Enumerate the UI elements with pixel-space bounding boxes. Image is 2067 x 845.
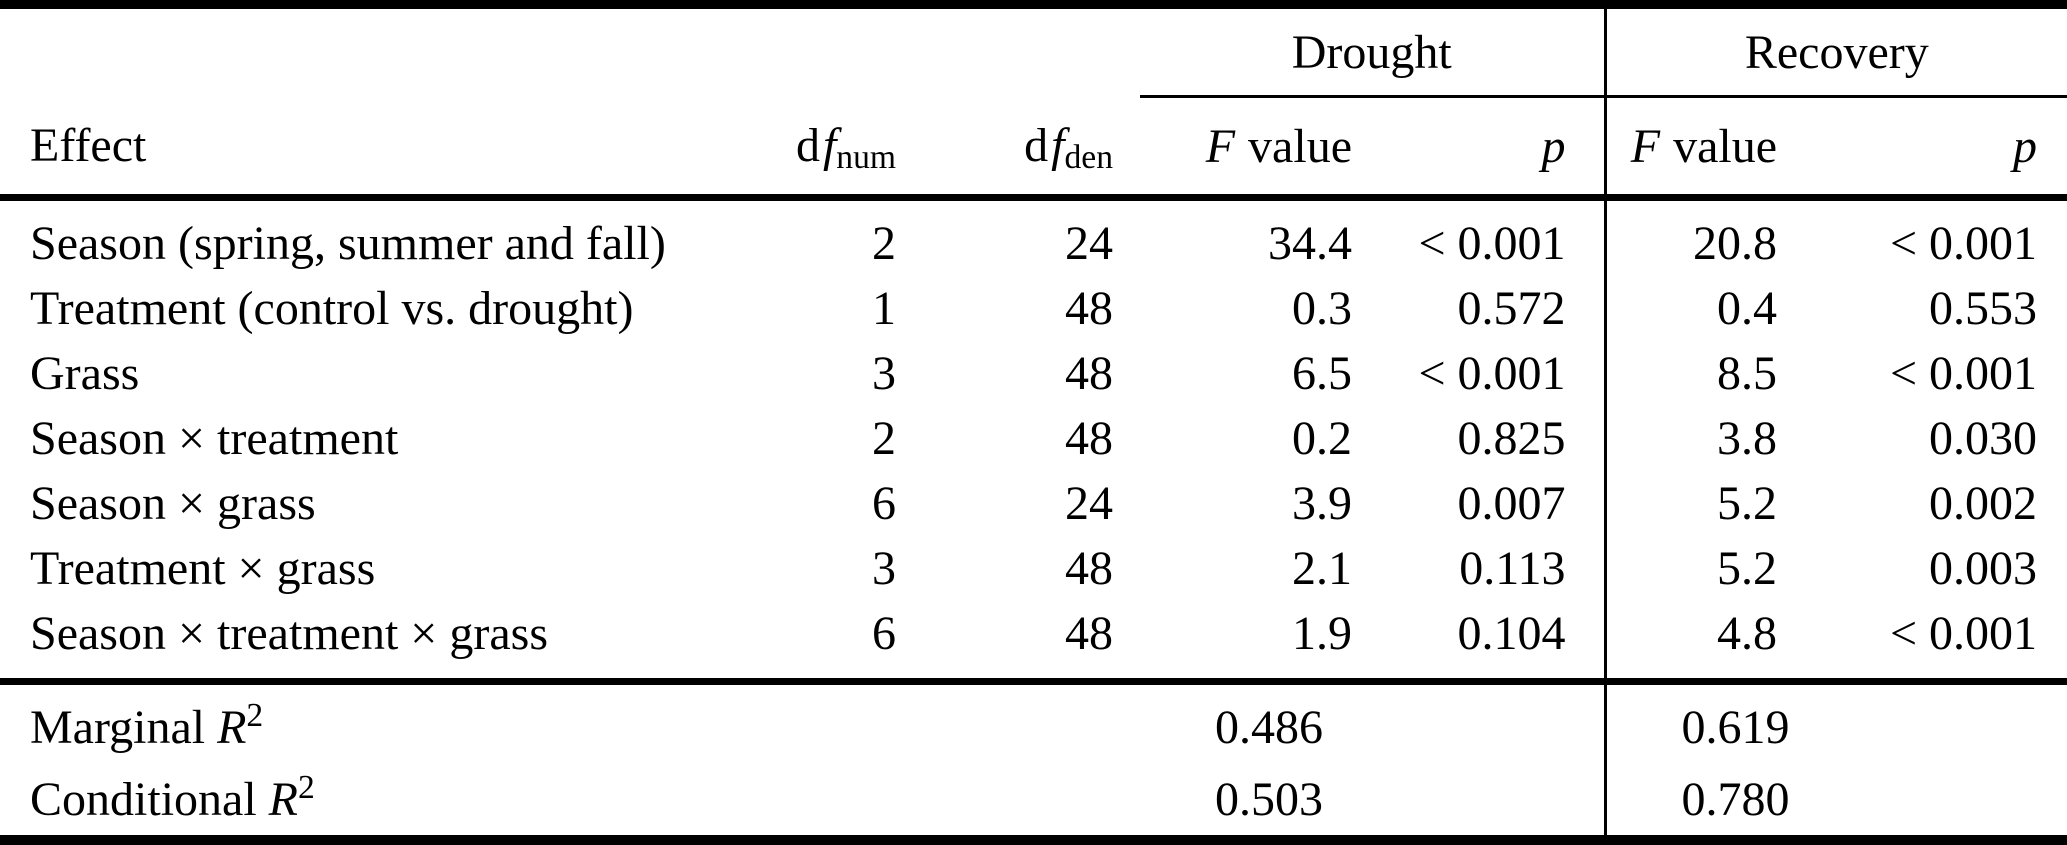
col-header-drought-p: p — [1360, 96, 1607, 201]
recovery-f-cell: 20.8 — [1693, 217, 1778, 270]
recovery-f-cell: 8.5 — [1717, 347, 1778, 400]
recovery-r2-value: 0.619 — [1605, 678, 2067, 763]
summary-label-text: Conditional — [30, 772, 269, 826]
recovery-f-cell: 5.2 — [1717, 542, 1778, 595]
effect-cell: Season × treatment — [30, 412, 399, 465]
f-symbol: F — [1205, 119, 1236, 173]
table-row: Season × treatment 2 48 0.2 0.825 3.8 0.… — [0, 406, 2067, 471]
df-den-cell: 48 — [1065, 542, 1113, 595]
df-den-subscript: den — [1064, 139, 1113, 177]
drought-r2-value: 0.486 — [1140, 678, 1607, 763]
summary-label: Marginal R2 — [0, 678, 1140, 763]
df-num-cell: 1 — [872, 282, 896, 335]
recovery-f-cell: 4.8 — [1717, 607, 1778, 660]
recovery-f-cell: 3.8 — [1717, 412, 1778, 465]
drought-p-cell: < 0.001 — [1360, 341, 1607, 406]
summary-row-marginal-r2: Marginal R2 0.486 0.619 — [0, 678, 2067, 763]
summary-label: Conditional R2 — [0, 763, 1140, 845]
drought-p-cell: 0.572 — [1360, 276, 1607, 341]
r2-superscript: 2 — [298, 768, 315, 806]
drought-f-cell: 34.4 — [1268, 217, 1352, 270]
group-header-recovery-label: Recovery — [1744, 25, 1929, 79]
df-num-cell: 3 — [872, 542, 896, 595]
recovery-r2-value: 0.780 — [1605, 763, 2067, 845]
group-header-recovery: Recovery — [1605, 0, 2067, 98]
df-num-cell: 2 — [872, 412, 896, 465]
df-num-cell: 6 — [872, 607, 896, 660]
r2-superscript: 2 — [246, 696, 264, 734]
df-den-cell: 24 — [1065, 217, 1113, 270]
effect-cell: Treatment × grass — [30, 542, 376, 595]
df-den-cell: 48 — [1065, 607, 1113, 660]
col-header-df-den: dfden — [956, 96, 1140, 201]
recovery-p-cell: 0.553 — [1929, 282, 2038, 335]
df-prefix: d — [795, 118, 820, 172]
drought-f-cell: 1.9 — [1292, 607, 1352, 660]
df-den-cell: 24 — [1065, 477, 1113, 530]
summary-label-text: Marginal — [30, 700, 218, 754]
summary-row-conditional-r2: Conditional R2 0.503 0.780 — [0, 763, 2067, 845]
drought-f-cell: 6.5 — [1292, 347, 1352, 400]
recovery-p-cell: < 0.001 — [1889, 347, 2038, 400]
df-den-cell: 48 — [1065, 412, 1113, 465]
recovery-p-cell: 0.003 — [1929, 542, 2038, 595]
f-symbol: F — [1630, 119, 1661, 173]
effect-cell: Season × grass — [30, 477, 316, 530]
p-symbol: p — [2013, 119, 2038, 173]
recovery-p-cell: < 0.001 — [1889, 217, 2038, 270]
df-num-cell: 2 — [872, 217, 896, 270]
df-num-cell: 3 — [872, 347, 896, 400]
header-spacer — [0, 0, 1140, 97]
col-header-effect: Effect — [0, 96, 780, 201]
drought-f-cell: 0.3 — [1292, 282, 1352, 335]
effect-cell: Season × treatment × grass — [30, 607, 549, 660]
r-symbol: R — [268, 772, 298, 826]
group-header-drought-label: Drought — [1291, 25, 1452, 79]
effect-cell: Treatment (control vs. drought) — [30, 282, 634, 335]
f-value-word: value — [1248, 119, 1352, 173]
recovery-f-cell: 5.2 — [1717, 477, 1778, 530]
df-num-subscript: num — [836, 139, 896, 177]
table-row: Season × grass 6 24 3.9 0.007 5.2 0.002 — [0, 471, 2067, 536]
r-symbol: R — [217, 700, 247, 754]
drought-r2-value: 0.503 — [1140, 763, 1607, 845]
drought-f-cell: 3.9 — [1292, 477, 1352, 530]
f-value-word: value — [1673, 119, 1778, 173]
recovery-f-cell: 0.4 — [1717, 282, 1778, 335]
drought-f-cell: 0.2 — [1292, 412, 1352, 465]
table-row: Treatment × grass 3 48 2.1 0.113 5.2 0.0… — [0, 536, 2067, 601]
drought-p-cell: 0.825 — [1360, 406, 1607, 471]
table-row: Treatment (control vs. drought) 1 48 0.3… — [0, 276, 2067, 341]
p-symbol: p — [1541, 119, 1566, 173]
df-italic-f: f — [822, 118, 837, 172]
df-den-cell: 48 — [1065, 347, 1113, 400]
effect-cell: Grass — [30, 347, 140, 400]
effect-cell: Season (spring, summer and fall) — [30, 217, 666, 270]
group-header-row: Drought Recovery — [0, 0, 2067, 98]
drought-p-cell: < 0.001 — [1360, 197, 1607, 276]
col-header-df-num: dfnum — [780, 96, 956, 201]
recovery-p-cell: < 0.001 — [1889, 607, 2038, 660]
table-row: Season × treatment × grass 6 48 1.9 0.10… — [0, 601, 2067, 682]
col-header-recovery-p: p — [1785, 96, 2067, 201]
recovery-p-cell: 0.002 — [1929, 477, 2038, 530]
drought-f-cell: 2.1 — [1292, 542, 1352, 595]
table-row: Grass 3 48 6.5 < 0.001 8.5 < 0.001 — [0, 341, 2067, 406]
df-prefix: d — [1024, 118, 1049, 172]
drought-p-cell: 0.113 — [1360, 536, 1607, 601]
recovery-p-cell: 0.030 — [1929, 412, 2038, 465]
group-header-drought: Drought — [1140, 0, 1607, 98]
drought-p-cell: 0.007 — [1360, 471, 1607, 536]
df-italic-f: f — [1051, 118, 1065, 172]
df-num-cell: 6 — [872, 477, 896, 530]
table-row: Season (spring, summer and fall) 2 24 34… — [0, 197, 2067, 276]
df-den-cell: 48 — [1065, 282, 1113, 335]
drought-p-cell: 0.104 — [1360, 601, 1607, 682]
